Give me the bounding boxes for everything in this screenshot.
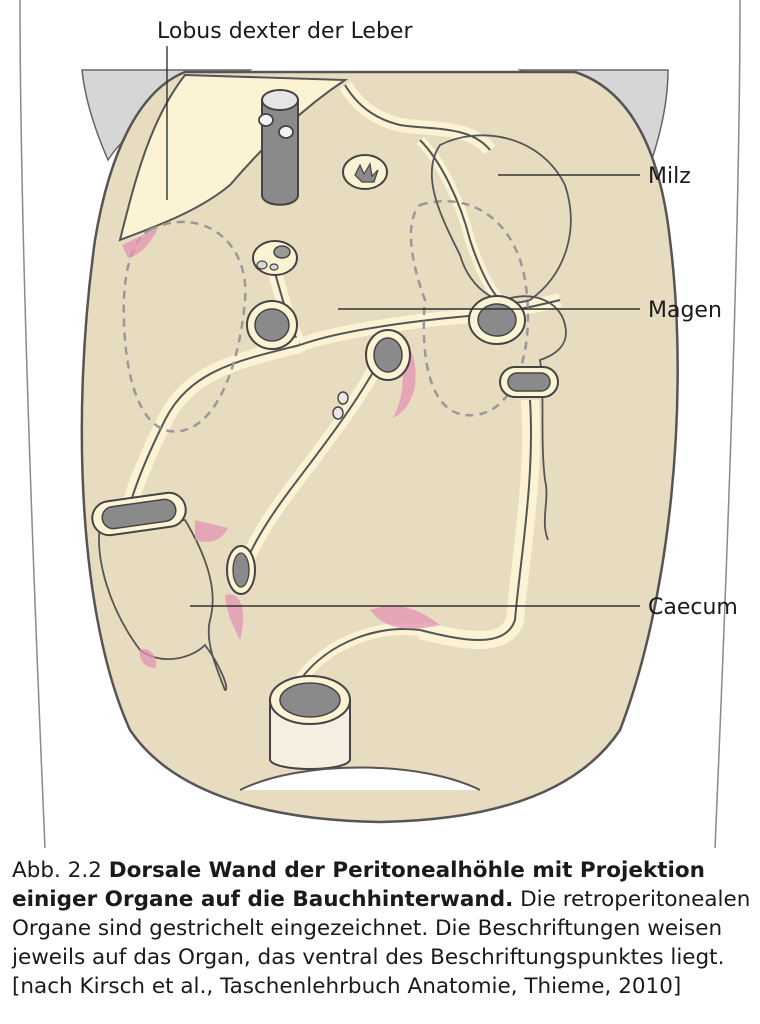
retroperitoneal-outlines	[122, 199, 530, 433]
spleen	[430, 134, 572, 304]
ascending-colon-cut	[91, 491, 187, 537]
body-contour	[19, 0, 741, 848]
leader-lines	[166, 46, 640, 607]
caecum	[98, 519, 228, 691]
descending-colon-cut	[499, 366, 559, 398]
peritoneal-cavity-diagram: Lobus dexter der Leber Milz Magen Caecum	[19, 0, 741, 848]
posterior-abdominal-wall	[80, 70, 679, 824]
ileum-cut	[226, 545, 256, 595]
left-colic-flexure-cut	[468, 295, 526, 345]
caption-title: Dorsale Wand der Peritonealhöhle mit Pro…	[12, 858, 705, 912]
caption-number: Abb. 2.2	[12, 858, 102, 883]
figure-caption: Abb. 2.2 Dorsale Wand der Peritonealhöhl…	[12, 856, 754, 1001]
rectum	[269, 675, 351, 770]
colon-descending-haustra	[504, 295, 567, 541]
label-spleen: Milz	[648, 164, 691, 189]
label-liver: Lobus dexter der Leber	[157, 19, 413, 44]
esophagus	[342, 154, 388, 190]
label-caecum: Caecum	[648, 595, 738, 620]
mesenteric-vessels	[332, 391, 349, 420]
portal-vessels	[252, 240, 298, 276]
caption-text: Die retroperitonealen Organe sind gestri…	[12, 887, 751, 999]
jejunum-cut	[365, 329, 411, 381]
duodenum-cut	[246, 300, 298, 350]
label-stomach: Magen	[648, 298, 722, 323]
pelvic-outline	[239, 766, 481, 791]
vena-cava	[258, 89, 299, 206]
